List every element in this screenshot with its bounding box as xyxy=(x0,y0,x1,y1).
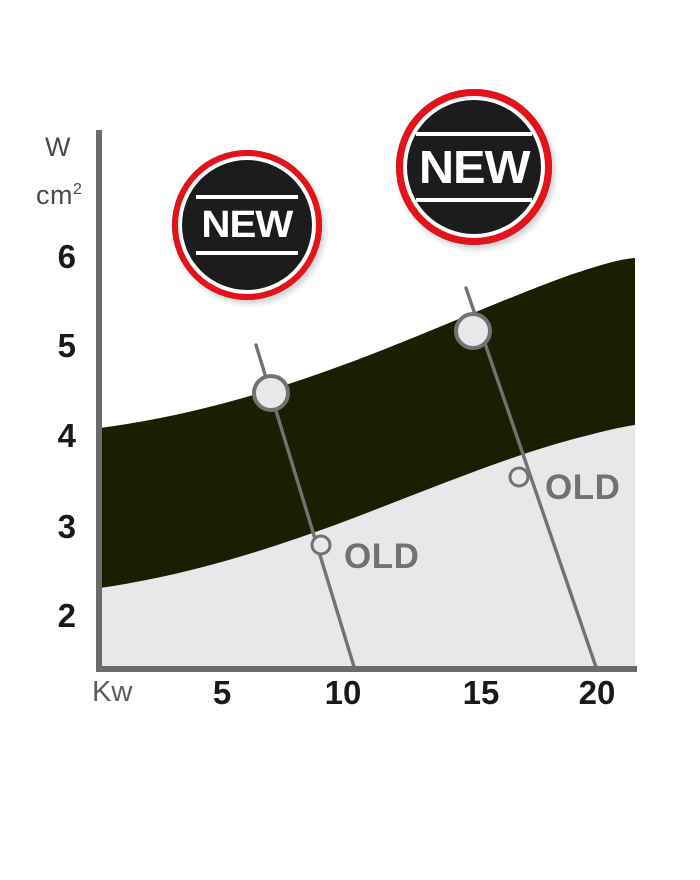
y-tick-label-4: 4 xyxy=(57,417,76,454)
x-tick-label-5: 5 xyxy=(212,674,232,711)
y-axis-unit-denominator-text: cm xyxy=(36,180,73,210)
new-marker-2 xyxy=(454,312,492,350)
new-badge-large-label: NEW xyxy=(418,141,531,193)
new-badge-small-disc xyxy=(182,160,312,290)
new-badge-small: NEW xyxy=(172,150,322,300)
old-marker-2 xyxy=(508,466,530,488)
connector-line-2 xyxy=(464,286,599,672)
x-axis-unit-label: Kw xyxy=(92,676,133,708)
y-axis-unit-exponent: 2 xyxy=(73,181,83,198)
new-badge-large-inner: NEW xyxy=(416,132,532,202)
new-band-area xyxy=(100,258,635,588)
y-tick-label-5: 5 xyxy=(57,327,76,364)
new-badge-small-inner: NEW xyxy=(196,195,298,255)
y-tick-label-3: 3 xyxy=(57,508,76,545)
new-badge-small-rule-bottom xyxy=(196,251,298,255)
new-marker-1 xyxy=(252,374,290,412)
y-tick-label-6: 6 xyxy=(57,238,76,275)
old-region-area xyxy=(100,425,635,670)
new-badge-large-rule-bottom xyxy=(416,198,532,202)
y-tick-label-2: 2 xyxy=(57,597,76,634)
new-badge-large-rule-top xyxy=(416,132,532,136)
x-tick-label-15: 15 xyxy=(462,674,500,711)
y-axis-unit-numerator: W xyxy=(45,132,71,162)
new-badge-small-label: NEW xyxy=(201,204,294,246)
x-tick-label-20: 20 xyxy=(578,674,616,711)
new-badge-small-rule-top xyxy=(196,195,298,199)
old-marker-1 xyxy=(310,534,332,556)
new-badge-large-disc xyxy=(407,100,541,234)
annotation-old-2: OLD xyxy=(545,468,621,507)
new-badge-large: NEW xyxy=(396,89,552,245)
annotation-old-1: OLD xyxy=(344,537,420,576)
y-axis-unit-denominator: cm2 xyxy=(36,182,82,209)
x-tick-label-10: 10 xyxy=(324,674,362,711)
